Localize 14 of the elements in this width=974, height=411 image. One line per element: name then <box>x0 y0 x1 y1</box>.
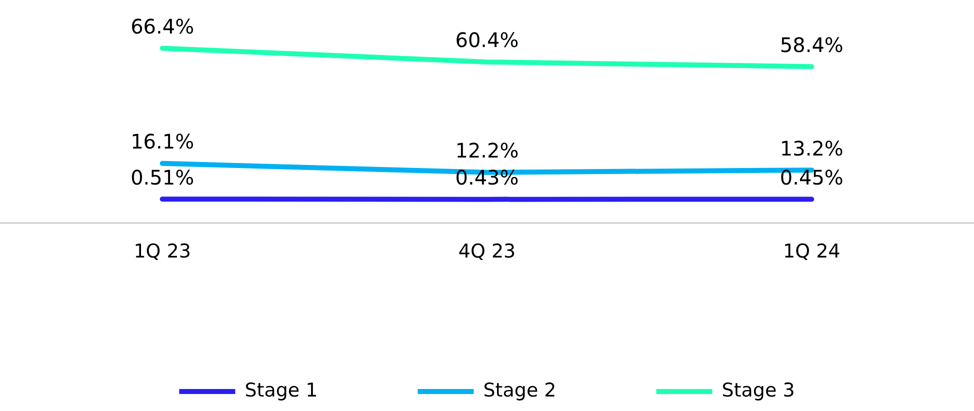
data-label: 13.2% <box>780 136 844 160</box>
x-tick-label: 1Q 24 <box>783 240 840 263</box>
legend-label: Stage 3 <box>722 379 795 402</box>
data-label: 58.4% <box>780 32 844 57</box>
data-label: 0.51% <box>130 165 194 190</box>
data-label: 66.4% <box>130 14 194 38</box>
legend-label: Stage 1 <box>244 379 318 402</box>
data-label: 12.2% <box>455 138 519 163</box>
legend-label: Stage 2 <box>483 379 556 402</box>
data-label: 16.1% <box>130 130 194 154</box>
x-tick-label: 4Q 23 <box>458 240 516 263</box>
x-tick-label: 1Q 23 <box>134 240 191 263</box>
data-label: 0.45% <box>780 165 844 190</box>
data-label: 60.4% <box>455 28 519 52</box>
